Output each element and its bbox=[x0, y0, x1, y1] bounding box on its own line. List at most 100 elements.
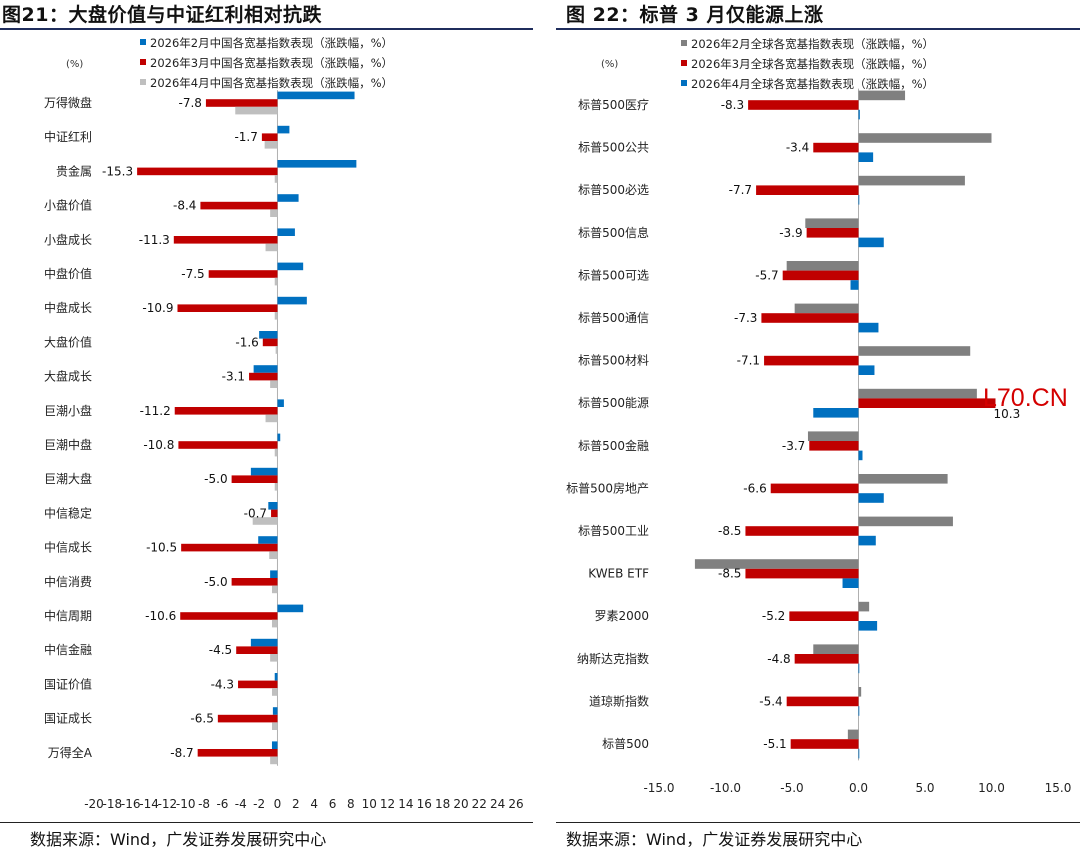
bar bbox=[694, 559, 859, 569]
legend-swatch bbox=[140, 39, 146, 45]
bar bbox=[842, 578, 859, 588]
category-label: 中信成长 bbox=[44, 540, 92, 555]
category-label: 中证红利 bbox=[44, 129, 92, 144]
x-tick-label: -12 bbox=[158, 797, 178, 811]
x-tick-label: -20 bbox=[84, 797, 104, 811]
category-label: 罗素2000 bbox=[594, 609, 649, 623]
category-label: 标普500材料 bbox=[578, 354, 649, 368]
bar bbox=[809, 441, 859, 451]
bar bbox=[238, 680, 278, 689]
bar bbox=[858, 663, 860, 674]
bar bbox=[252, 517, 278, 525]
category-label: 中信周期 bbox=[44, 608, 92, 623]
x-tick-label: -2 bbox=[253, 797, 265, 811]
bar bbox=[258, 536, 278, 544]
bar bbox=[217, 714, 278, 723]
bar bbox=[858, 388, 977, 399]
data-label: -5.0 bbox=[204, 575, 227, 589]
bar bbox=[271, 619, 278, 628]
category-label: 小盘成长 bbox=[44, 232, 92, 247]
bar bbox=[805, 218, 859, 228]
x-tick-label: 10.0 bbox=[978, 781, 1005, 795]
bar bbox=[271, 585, 278, 594]
legend-swatch bbox=[140, 59, 146, 65]
bar bbox=[261, 133, 278, 141]
data-label: -3.1 bbox=[222, 370, 245, 384]
bar bbox=[272, 707, 278, 715]
x-tick-label: 0.0 bbox=[849, 781, 868, 795]
x-tick-label: 20 bbox=[453, 797, 468, 811]
x-tick-label: -14 bbox=[139, 797, 159, 811]
bar bbox=[277, 228, 295, 236]
bar bbox=[858, 516, 953, 527]
bar bbox=[205, 99, 278, 107]
category-label: 巨潮小盘 bbox=[44, 403, 92, 418]
chart-title: 图21：大盘价值与中证红利相对抗跌 bbox=[2, 4, 322, 26]
data-label: -11.3 bbox=[139, 233, 170, 247]
bar bbox=[858, 535, 876, 546]
bar-chart-china-indices: 2026年2月中国各宽基指数表现（涨跌幅，%） 2026年3月中国各宽基指数表现（… bbox=[44, 36, 524, 811]
x-tick-label: 4 bbox=[310, 797, 318, 811]
x-tick-label: 2 bbox=[292, 797, 300, 811]
data-label: -5.4 bbox=[759, 694, 782, 708]
data-label: -8.3 bbox=[721, 98, 744, 112]
category-label: 标普500医疗 bbox=[578, 98, 649, 112]
bar bbox=[270, 570, 278, 578]
bar bbox=[231, 578, 278, 586]
bar bbox=[250, 638, 278, 647]
bar bbox=[745, 526, 859, 536]
data-label: -5.7 bbox=[755, 268, 778, 282]
data-label: -6.6 bbox=[743, 481, 766, 495]
category-label: 标普500可选 bbox=[578, 268, 649, 282]
bar bbox=[275, 346, 278, 354]
category-label: 标普500通信 bbox=[578, 311, 649, 325]
bar bbox=[270, 654, 278, 662]
category-label: 标普500工业 bbox=[578, 524, 649, 538]
bar bbox=[858, 195, 860, 205]
bar bbox=[858, 450, 863, 461]
bar bbox=[277, 296, 307, 305]
data-label: -8.7 bbox=[170, 746, 193, 760]
bar bbox=[807, 431, 859, 441]
bar bbox=[858, 398, 996, 408]
bar bbox=[277, 125, 290, 134]
bar-chart-global-indices: 2026年2月全球各宽基指数表现（涨跌幅，%） 2026年3月全球各宽基指数表现（… bbox=[566, 37, 1071, 795]
bar bbox=[813, 142, 859, 153]
category-label: 标普500必选 bbox=[578, 183, 649, 197]
bar bbox=[271, 741, 278, 749]
bar bbox=[806, 228, 859, 238]
bar bbox=[264, 141, 278, 149]
bar bbox=[858, 493, 884, 503]
bar bbox=[173, 236, 278, 244]
category-label: 标普500金融 bbox=[578, 438, 649, 453]
data-label: -3.7 bbox=[782, 439, 805, 453]
x-tick-label: 26 bbox=[508, 797, 523, 811]
title-rule bbox=[556, 28, 1080, 30]
bar bbox=[277, 399, 284, 407]
bar bbox=[265, 243, 278, 252]
bar bbox=[277, 194, 299, 202]
bar bbox=[745, 568, 859, 579]
bar bbox=[208, 270, 278, 278]
legend-swatch bbox=[681, 60, 687, 66]
x-tick-label: -8 bbox=[198, 797, 210, 811]
data-label: -5.2 bbox=[762, 609, 785, 623]
data-label: -10.9 bbox=[142, 301, 173, 315]
chart-panel-right: 图 22：标普 3 月仅能源上涨 2026年2月全球各宽基指数表现（涨跌幅，%）… bbox=[556, 0, 1080, 858]
data-label: -7.7 bbox=[729, 183, 752, 197]
data-label: -0.7 bbox=[244, 506, 267, 520]
bar bbox=[858, 601, 870, 612]
bar bbox=[858, 365, 875, 375]
category-label: 标普500公共 bbox=[578, 141, 649, 155]
bar bbox=[274, 448, 278, 457]
bar bbox=[253, 365, 278, 373]
chart-title: 图 22：标普 3 月仅能源上涨 bbox=[566, 4, 824, 26]
bar bbox=[858, 237, 884, 248]
bar bbox=[259, 331, 278, 339]
data-label: -1.7 bbox=[234, 130, 257, 144]
x-tick-label: 0 bbox=[274, 797, 282, 811]
data-label: -7.3 bbox=[734, 311, 757, 325]
bar bbox=[231, 475, 278, 483]
bar bbox=[748, 100, 859, 110]
bar bbox=[813, 644, 859, 654]
